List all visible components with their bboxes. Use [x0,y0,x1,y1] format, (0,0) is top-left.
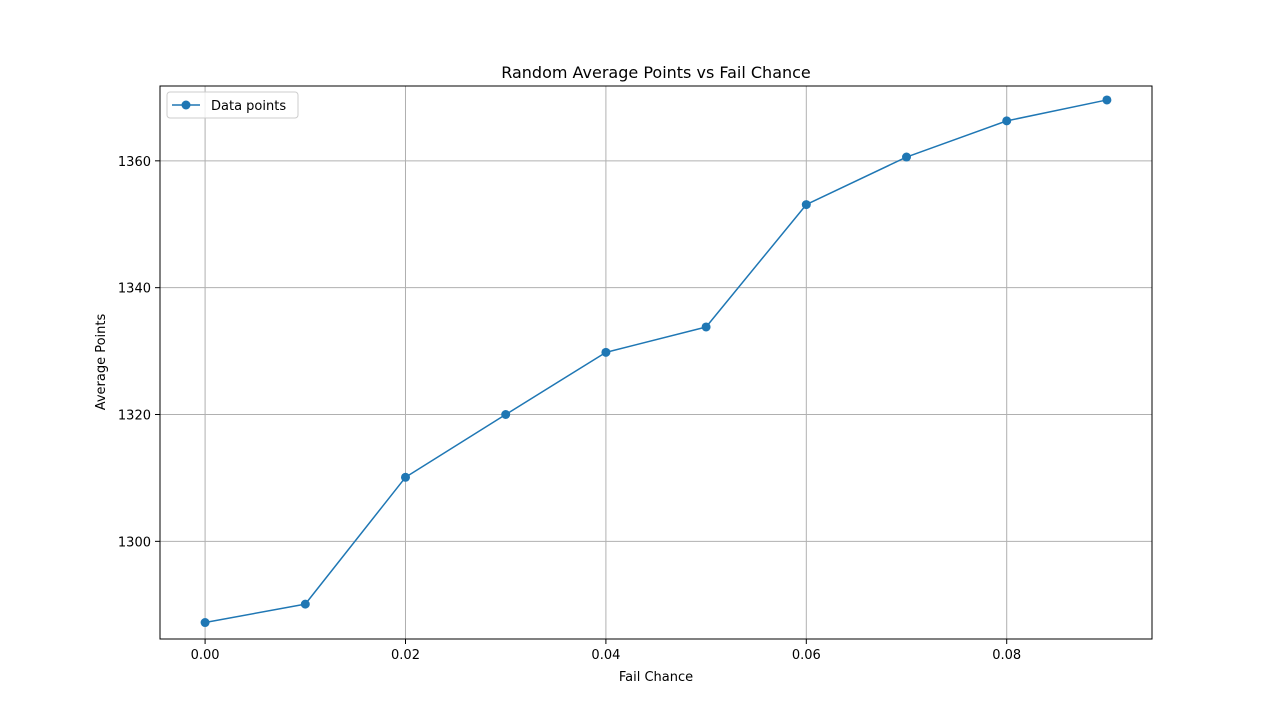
x-tick-label: 0.00 [191,648,220,663]
data-point-marker [300,599,310,609]
data-point-marker [400,472,410,482]
data-point-marker [1102,95,1112,105]
data-point-marker [200,618,210,628]
y-tick-label: 1300 [118,535,151,550]
x-tick-label: 0.02 [391,648,420,663]
x-axis-label: Fail Chance [619,670,693,685]
x-tick-label: 0.06 [792,648,821,663]
x-tick-label: 0.08 [992,648,1021,663]
legend-marker-swatch [181,100,191,110]
grid [160,86,1152,639]
plot-area-frame [159,85,1153,640]
y-axis-label: Average Points [94,313,109,410]
data-point-marker [801,200,811,210]
y-tick-label: 1320 [118,409,151,424]
data-point-marker [701,322,711,332]
chart-title: Random Average Points vs Fail Chance [501,63,811,82]
x-axis-ticks: 0.00 0.02 0.04 0.06 0.08 [191,639,1021,663]
data-point-marker [601,347,611,357]
data-point-marker [902,152,912,162]
series-layer [200,95,1112,628]
x-tick-label: 0.04 [591,648,620,663]
legend: Data points [166,91,299,119]
y-tick-label: 1360 [118,155,151,170]
y-axis-ticks: 1300 1320 1340 1360 [118,155,160,550]
data-point-marker [501,410,511,420]
legend-entry-label: Data points [211,99,286,114]
data-point-marker [1002,116,1012,126]
series-line [204,99,1108,624]
legend-box [166,91,299,119]
y-tick-label: 1340 [118,282,151,297]
